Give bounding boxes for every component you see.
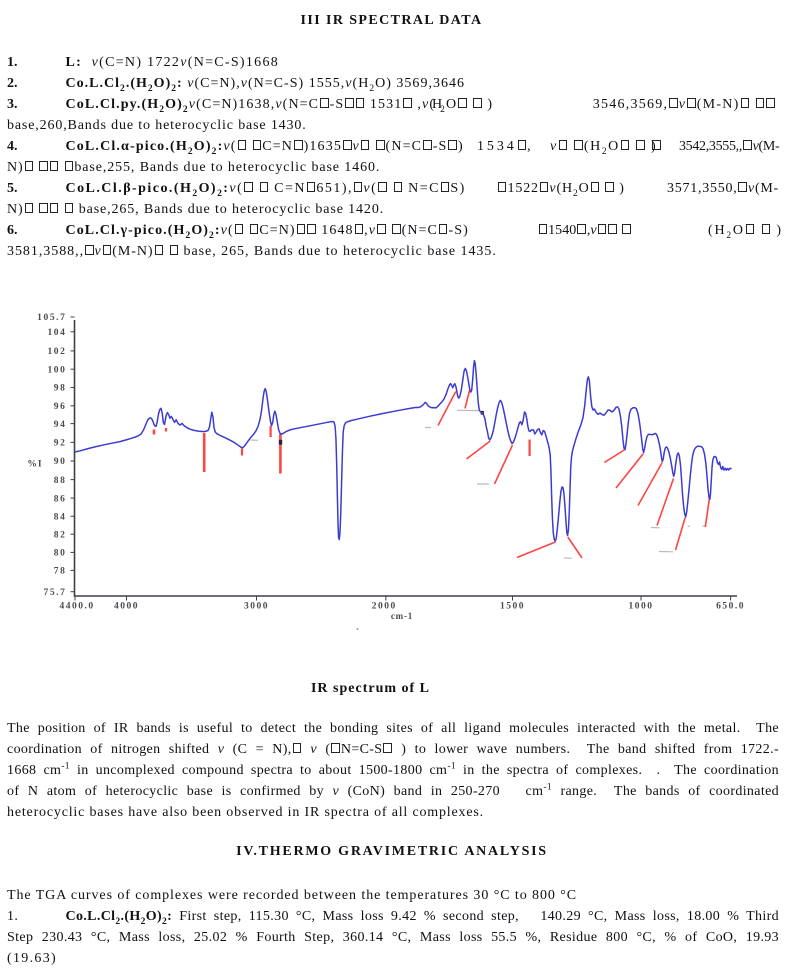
svg-text:2000: 2000 bbox=[372, 602, 397, 612]
svg-text:92: 92 bbox=[54, 439, 67, 449]
svg-text:104: 104 bbox=[47, 328, 66, 338]
svg-text:100: 100 bbox=[47, 365, 66, 375]
svg-text:78: 78 bbox=[54, 567, 67, 577]
svg-text:98: 98 bbox=[54, 384, 67, 394]
svg-text:1500: 1500 bbox=[500, 602, 525, 612]
svg-text:102: 102 bbox=[47, 347, 66, 357]
svg-text:4000: 4000 bbox=[114, 602, 139, 612]
svg-text:84: 84 bbox=[54, 512, 67, 522]
svg-text:88: 88 bbox=[54, 476, 67, 486]
svg-text:105.7: 105.7 bbox=[37, 313, 66, 323]
svg-text:cm-1: cm-1 bbox=[391, 611, 413, 621]
svg-text:4400.0: 4400.0 bbox=[59, 602, 94, 612]
svg-text:75.7: 75.7 bbox=[43, 588, 66, 598]
svg-text:3000: 3000 bbox=[244, 602, 269, 612]
svg-text:1000: 1000 bbox=[629, 602, 654, 612]
svg-text:82: 82 bbox=[54, 530, 67, 540]
svg-text:650.0: 650.0 bbox=[716, 602, 745, 612]
svg-text:96: 96 bbox=[54, 402, 67, 412]
svg-text:80: 80 bbox=[54, 549, 67, 559]
svg-text:94: 94 bbox=[54, 420, 67, 430]
svg-text:90: 90 bbox=[54, 457, 67, 467]
svg-text:86: 86 bbox=[54, 494, 67, 504]
svg-text:%I: %I bbox=[27, 460, 42, 470]
